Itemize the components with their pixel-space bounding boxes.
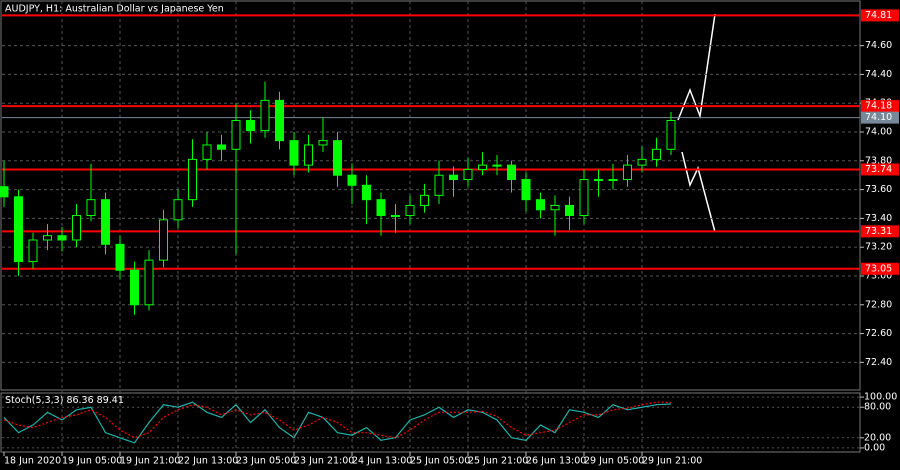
candle-body xyxy=(594,179,603,182)
candle-body xyxy=(217,144,226,150)
candle-body xyxy=(637,158,647,166)
candle-body xyxy=(57,235,67,241)
x-tick-label: 29 Jun 05:00 xyxy=(584,456,644,467)
x-tick-label: 26 Jun 13:00 xyxy=(526,456,586,467)
indicator-tick-label: 100.00 xyxy=(864,392,897,403)
candle-body xyxy=(347,174,357,186)
candle-body xyxy=(652,148,661,160)
candle-body xyxy=(623,164,632,181)
indicator-tick-label: 20.00 xyxy=(864,432,891,443)
candle-body xyxy=(420,194,429,206)
level-label-box xyxy=(861,225,899,238)
candle-body xyxy=(376,199,386,217)
candle-body xyxy=(14,196,23,263)
candle-body xyxy=(391,215,400,218)
candle-body xyxy=(289,140,299,166)
x-tick-label: 22 Jun 13:00 xyxy=(178,456,238,467)
y-tick-label: 73.60 xyxy=(865,184,892,195)
y-tick-label: 72.80 xyxy=(865,299,892,310)
x-tick-label: 19 Jun 05:00 xyxy=(62,456,122,467)
candle-body xyxy=(304,144,313,166)
candle-body xyxy=(405,204,415,217)
level-label-box xyxy=(861,111,899,124)
candle-body xyxy=(463,168,473,181)
candle-body xyxy=(144,259,154,306)
candle-body xyxy=(536,199,545,211)
indicator-line xyxy=(3,401,672,439)
x-tick-label: 18 Jun 2020 xyxy=(4,456,61,467)
level-label: 74.18 xyxy=(865,101,892,112)
level-label: 73.05 xyxy=(865,263,892,274)
y-tick-label: 73.00 xyxy=(865,270,892,281)
y-tick-label: 72.40 xyxy=(865,357,892,368)
candle-body xyxy=(231,119,241,150)
y-tick-label: 74.40 xyxy=(865,69,892,80)
indicator-value: 86.36 xyxy=(66,395,93,406)
indicator-name: Stoch(5,3,3) xyxy=(5,395,63,406)
level-label-box xyxy=(861,163,899,176)
level-label: 74.10 xyxy=(865,112,892,123)
level-label-box xyxy=(861,100,899,113)
candle-body xyxy=(159,219,168,261)
candle-body xyxy=(0,186,9,198)
candle-body xyxy=(115,243,125,271)
y-tick-label: 73.20 xyxy=(865,242,892,253)
x-tick-label: 25 Jun 21:00 xyxy=(468,456,528,467)
candle-body xyxy=(579,179,589,217)
x-tick-label: 23 Jun 21:00 xyxy=(294,456,354,467)
candle-body xyxy=(478,164,487,170)
indicator-line xyxy=(3,401,672,444)
candle-body xyxy=(173,199,183,221)
y-tick-label: 74.00 xyxy=(865,127,892,138)
x-tick-label: 23 Jun 05:00 xyxy=(236,456,296,467)
candle-body xyxy=(362,184,371,201)
y-tick-label: 74.60 xyxy=(865,40,892,51)
candle-body xyxy=(101,199,110,245)
candle-body xyxy=(130,269,139,306)
indicator-value: 89.41 xyxy=(97,395,124,406)
x-tick-label: 24 Jun 13:00 xyxy=(352,456,412,467)
candle-body xyxy=(202,144,212,160)
indicator-label: Stoch(5,3,3) 86.36 89.41 xyxy=(5,395,124,406)
candle-body xyxy=(507,164,516,181)
candle-body xyxy=(449,174,458,181)
y-tick-label: 73.80 xyxy=(865,155,892,166)
candle-body xyxy=(188,158,197,201)
x-tick-label: 29 Jun 21:00 xyxy=(642,456,702,467)
candle-body xyxy=(550,204,560,211)
candle-body xyxy=(43,235,52,241)
level-label-box xyxy=(861,262,899,275)
candle-body xyxy=(434,174,444,196)
candle-body xyxy=(608,179,618,182)
candle-body xyxy=(492,164,502,167)
indicator-panel xyxy=(0,392,861,453)
x-tick-label: 19 Jun 21:00 xyxy=(120,456,180,467)
indicator-tick-label: 80.00 xyxy=(864,402,891,413)
level-label: 73.31 xyxy=(865,226,892,237)
level-label: 73.74 xyxy=(865,164,892,175)
candle-body xyxy=(318,140,328,146)
candle-body xyxy=(666,119,676,150)
candle-body xyxy=(275,99,284,142)
chart-title: AUDJPY, H1: Australian Dollar vs Japanes… xyxy=(5,4,224,15)
candle-body xyxy=(521,179,531,201)
candle-body xyxy=(565,204,574,217)
level-label: 74.81 xyxy=(865,10,892,21)
level-label-box xyxy=(861,9,899,22)
candle-body xyxy=(246,119,255,132)
candle-body xyxy=(86,199,96,217)
candle-body xyxy=(72,215,81,241)
x-tick-label: 25 Jun 05:00 xyxy=(410,456,470,467)
candle-body xyxy=(28,239,38,263)
candle-body xyxy=(333,140,342,176)
y-tick-label: 72.60 xyxy=(865,328,892,339)
candle-body xyxy=(260,99,270,132)
indicator-tick-label: 0.00 xyxy=(864,442,885,453)
y-tick-label: 73.40 xyxy=(865,213,892,224)
